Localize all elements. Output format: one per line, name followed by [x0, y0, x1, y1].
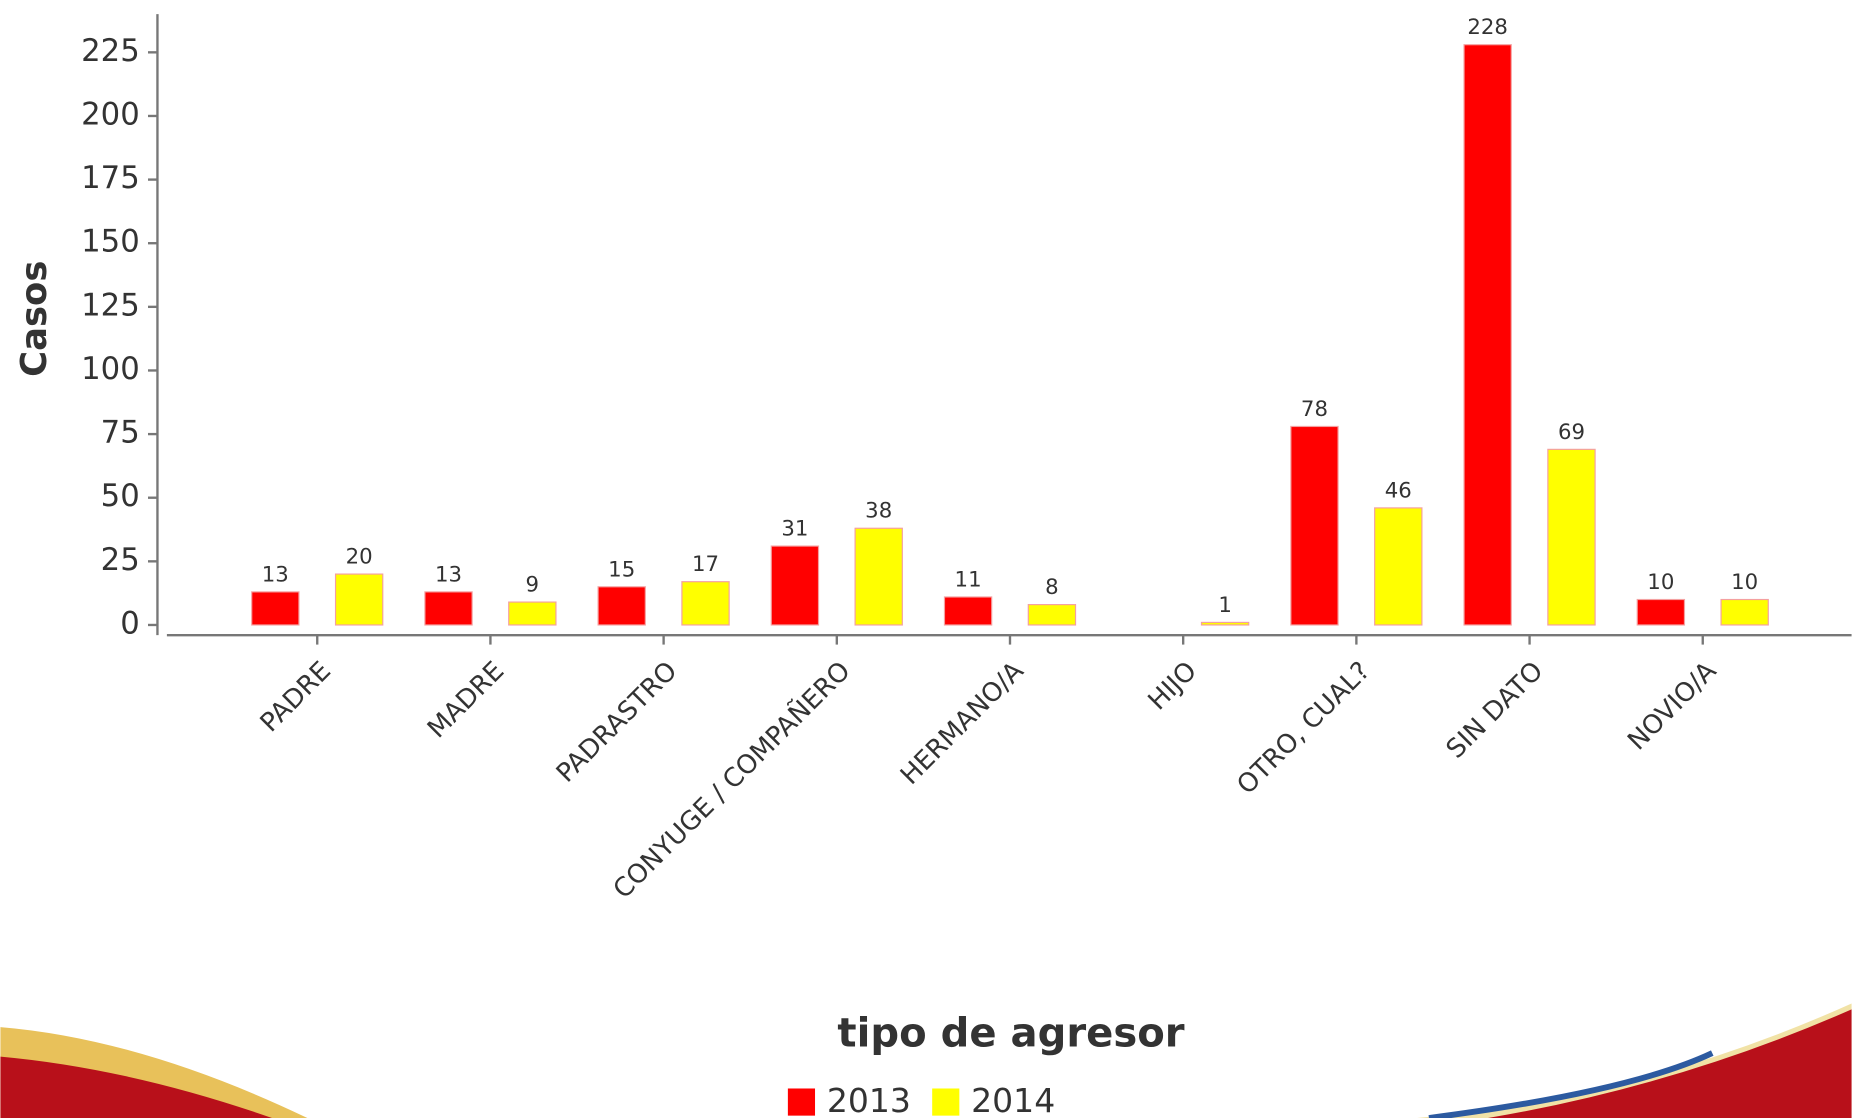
value-label: 228	[1467, 15, 1508, 40]
bar	[1547, 448, 1596, 626]
y-tick-label: 0	[120, 606, 140, 641]
value-label: 9	[526, 573, 540, 598]
x-tick-label: MADRE	[422, 656, 510, 744]
bar	[770, 545, 820, 626]
value-label: 10	[1731, 570, 1758, 595]
y-tick-label: 125	[81, 288, 140, 323]
value-label: 38	[865, 499, 892, 524]
y-tick-label: 150	[81, 225, 140, 260]
x-axis-title: tipo de agresor	[837, 1010, 1184, 1056]
y-tick-label: 50	[101, 479, 140, 514]
y-tick-label: 200	[81, 97, 140, 132]
bar	[334, 573, 384, 626]
bar	[1636, 598, 1686, 626]
y-tick-label: 225	[81, 34, 140, 69]
bar	[1374, 507, 1423, 626]
bar	[424, 591, 473, 626]
value-label: 8	[1045, 575, 1059, 600]
value-label: 46	[1385, 478, 1412, 503]
decoration	[0, 1003, 1852, 1118]
legend-swatch	[932, 1088, 960, 1116]
x-tick-label: OTRO, CUAL?	[1232, 656, 1377, 801]
value-label: 13	[435, 562, 462, 587]
y-axis-title: Casos	[14, 261, 55, 377]
value-label: 31	[781, 517, 808, 542]
bar	[1290, 425, 1339, 626]
x-tick-label: HERMANO/A	[895, 656, 1030, 791]
x-tick-label: NOVIO/A	[1622, 656, 1722, 756]
y-tick-label: 100	[81, 352, 140, 387]
legend-label: 2014	[971, 1081, 1055, 1118]
x-tick-label: PADRE	[255, 656, 337, 738]
bar	[943, 596, 993, 626]
bar	[1720, 598, 1769, 626]
y-tick-label: 175	[81, 161, 140, 196]
bar	[1027, 604, 1077, 626]
value-label: 13	[262, 562, 289, 587]
x-tick-label: PADRASTRO	[551, 656, 683, 788]
value-label: 17	[692, 552, 719, 577]
bar	[681, 581, 730, 626]
bar	[1463, 44, 1512, 626]
value-label: 11	[955, 567, 982, 592]
bar	[1200, 621, 1250, 626]
bar	[508, 601, 557, 626]
value-label: 10	[1647, 570, 1674, 595]
value-label: 15	[608, 557, 635, 582]
value-label: 78	[1301, 397, 1328, 422]
bar	[251, 591, 300, 626]
y-tick-label: 25	[101, 543, 140, 578]
legend-swatch	[787, 1088, 816, 1116]
value-label: 20	[346, 545, 373, 570]
bar	[597, 586, 646, 626]
value-label: 69	[1558, 420, 1585, 445]
y-tick-label: 75	[101, 416, 140, 451]
bar	[854, 527, 903, 626]
x-tick-label: SIN DATO	[1441, 656, 1549, 764]
x-tick-label: HIJO	[1143, 656, 1203, 716]
value-label: 1	[1218, 593, 1232, 618]
legend-label: 2013	[827, 1081, 911, 1118]
